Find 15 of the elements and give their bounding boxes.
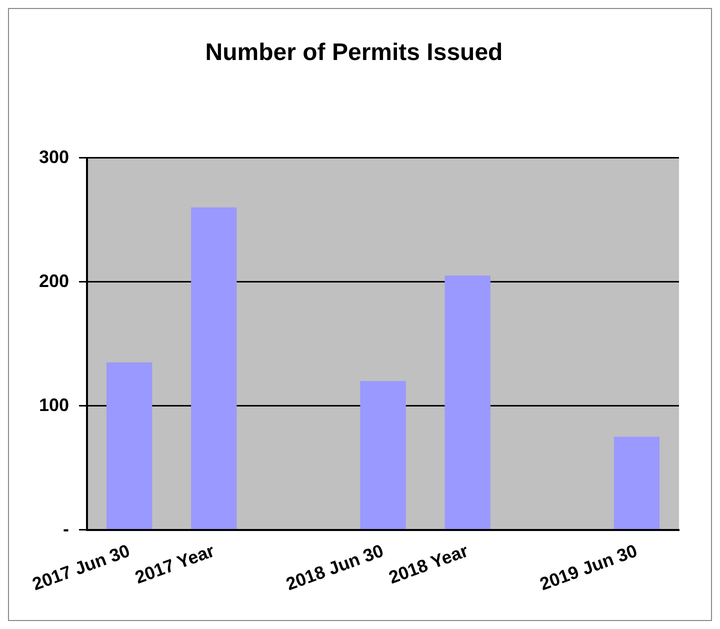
bar [191, 207, 237, 530]
chart-title: Number of Permits Issued [205, 39, 503, 66]
x-tick-label: 2019 Jun 30 [537, 540, 640, 594]
bar [106, 362, 152, 530]
x-tick-label: 2017 Year [132, 540, 217, 588]
x-tick-label: 2017 Jun 30 [30, 540, 132, 594]
y-tick-label: 100 [38, 394, 70, 415]
x-tick-label: 2018 Year [386, 540, 471, 588]
bar [444, 276, 490, 530]
bar [614, 436, 660, 530]
y-tick-label: 200 [38, 270, 70, 291]
x-tick-label: 2018 Jun 30 [283, 540, 386, 594]
y-tick-label: - [63, 518, 70, 539]
bar [360, 380, 406, 530]
y-tick-label: 300 [38, 146, 70, 167]
